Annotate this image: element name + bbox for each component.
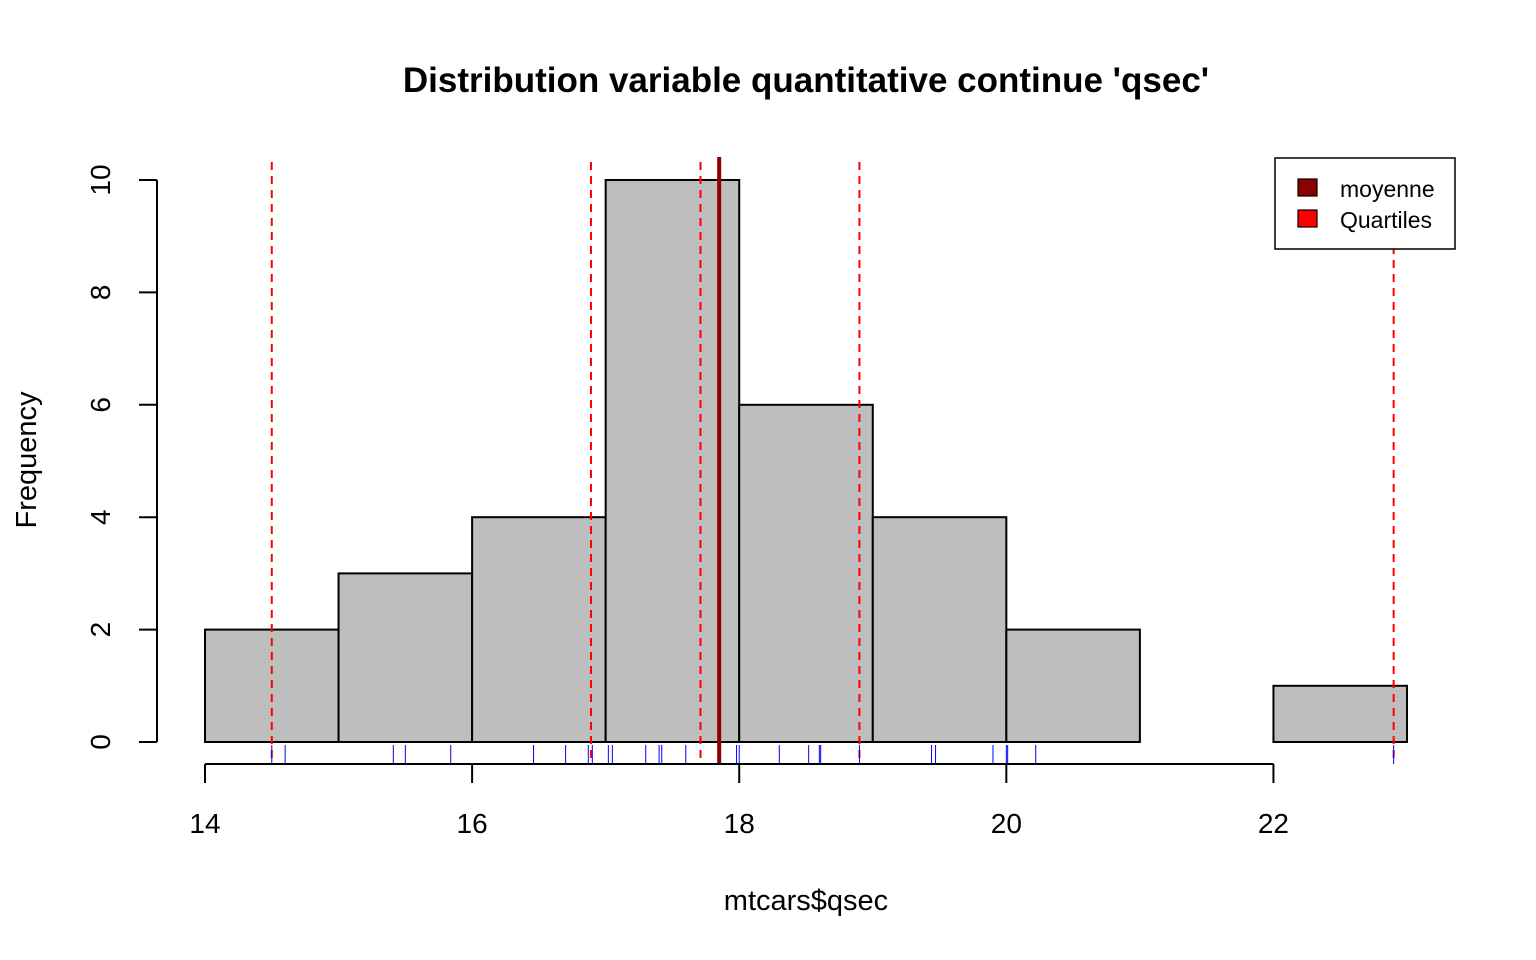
legend-label-1: Quartiles [1340,207,1432,233]
histogram-bar-4 [738,403,874,743]
x-axis: 14 16 18 20 22 [189,763,1289,839]
histogram-bar-6 [1005,628,1141,743]
legend-label-0: moyenne [1340,176,1435,202]
legend-box [1274,157,1456,250]
x-axis-label: mtcars$qsec [724,885,888,917]
x-tick-label-1: 16 [457,808,488,839]
x-tick-label-0: 14 [189,808,220,839]
x-tick-label-2: 18 [724,808,755,839]
legend: moyenne Quartiles [1274,157,1456,250]
histogram-bar-5 [871,516,1008,744]
y-tick-label-3: 6 [85,397,116,413]
y-axis: 0 2 4 6 8 10 [85,164,158,750]
histogram-bar-2 [471,516,607,744]
legend-swatch-0 [1297,178,1318,197]
histogram-bar-3 [604,179,741,743]
chart-title: Distribution variable quantitative conti… [403,61,1209,100]
rug-group [271,745,1395,764]
y-tick-label-4: 8 [85,285,116,301]
histogram-bar-1 [337,572,474,744]
bars-group [204,179,1409,744]
y-tick-label-5: 10 [85,164,116,195]
y-tick-label-1: 2 [85,622,116,638]
y-tick-label-0: 0 [85,734,116,750]
legend-swatch-1 [1297,209,1318,228]
x-tick-label-3: 20 [991,808,1022,839]
histogram-bar-8 [1272,684,1409,743]
y-axis-label: Frequency [11,391,43,529]
y-tick-label-2: 4 [85,509,116,525]
quartile-lines-group [270,162,1395,764]
x-tick-label-4: 22 [1258,808,1289,839]
